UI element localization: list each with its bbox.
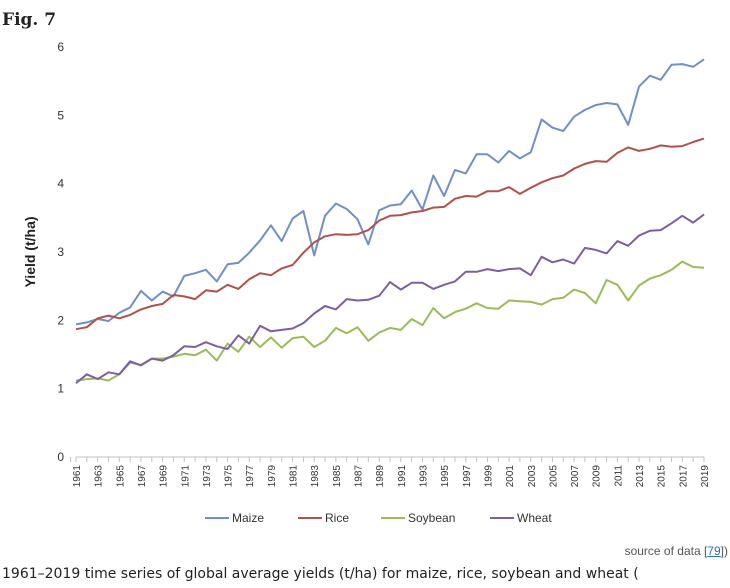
y-axis: 0 1 2 3 4 5 6 — [57, 40, 64, 464]
x-tick-label: 2013 — [635, 465, 646, 488]
x-tick-label: 1989 — [375, 465, 386, 488]
y-tick-label: 0 — [57, 450, 64, 464]
series-line-rice — [75, 137, 705, 331]
series-line-wheat — [75, 213, 705, 384]
series-line-maize — [75, 58, 705, 326]
source-ref-link[interactable]: 79 — [707, 544, 721, 558]
x-tick-label: 1983 — [310, 465, 321, 488]
y-tick-label: 6 — [57, 40, 64, 54]
x-axis: 1961 1963 1965 1967 1969 1971 1973 1975 1977 1979… — [70, 456, 711, 488]
x-tick-label: 2011 — [613, 465, 624, 487]
y-tick-label: 1 — [57, 382, 64, 396]
x-tick-label: 2007 — [570, 465, 581, 488]
legend-label-maize: Maize — [232, 511, 264, 525]
x-tick-label: 1975 — [224, 465, 235, 488]
y-tick-label: 3 — [57, 245, 64, 259]
y-axis-title-group: Yield (t/ha) — [22, 216, 38, 287]
x-tick-label: 2019 — [700, 465, 711, 488]
y-axis-title: Yield (t/ha) — [22, 216, 38, 287]
legend-label-rice: Rice — [325, 511, 349, 525]
x-tick-label: 1991 — [397, 465, 408, 488]
x-tick-label: 1961 — [72, 465, 83, 488]
x-tick-label: 1971 — [180, 465, 191, 488]
y-tick-label: 4 — [57, 177, 64, 191]
x-tick-label: 1993 — [418, 465, 429, 488]
x-tick-label: 1995 — [440, 465, 451, 488]
figure-label: Fig. 7 — [2, 10, 57, 30]
x-tick-label: 1967 — [137, 465, 148, 488]
series-lines — [75, 58, 705, 384]
legend: Maize Rice Soybean Wheat — [205, 511, 552, 525]
source-prefix: source of data [ — [624, 544, 708, 558]
x-tick-label: 1981 — [289, 465, 300, 488]
source-suffix: ]) — [720, 544, 728, 558]
x-tick-label: 1963 — [94, 465, 105, 488]
x-tick-label: 1973 — [202, 465, 213, 488]
series-line-soybean — [75, 260, 705, 382]
x-tick-label: 1979 — [267, 465, 278, 488]
y-tick-label: 2 — [57, 313, 64, 327]
x-tick-label: 1987 — [354, 465, 365, 488]
x-tick-label: 1977 — [245, 465, 256, 488]
x-tick-label: 1965 — [115, 465, 126, 488]
x-tick-label: 1997 — [462, 465, 473, 488]
x-tick-label: 2003 — [527, 465, 538, 488]
x-tick-label: 2015 — [657, 465, 668, 488]
x-tick-label: 2005 — [548, 465, 559, 488]
x-tick-label: 2001 — [505, 465, 516, 488]
y-tick-label: 5 — [57, 108, 64, 122]
x-tick-label: 2009 — [592, 465, 603, 488]
figure-caption: 1961–2019 time series of global average … — [2, 566, 639, 582]
x-tick-label: 1999 — [483, 465, 494, 488]
source-note: source of data [79]) — [625, 544, 728, 558]
x-tick-label: 1969 — [159, 465, 170, 488]
legend-label-wheat: Wheat — [517, 511, 552, 525]
legend-label-soybean: Soybean — [408, 511, 455, 525]
x-tick-label: 1985 — [332, 465, 343, 488]
x-tick-label: 2017 — [678, 465, 689, 488]
